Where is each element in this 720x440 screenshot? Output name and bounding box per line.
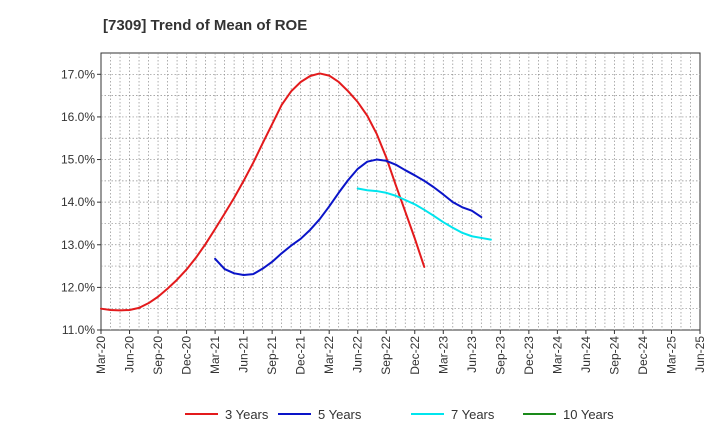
series-line-3-years [100, 72, 426, 312]
y-tick-label: 12.0% [61, 280, 95, 294]
x-tick-label: Mar-21 [208, 336, 222, 374]
x-tick-label: Mar-23 [436, 336, 450, 374]
x-tick-label: Jun-20 [123, 336, 137, 373]
x-tick-label: Dec-23 [522, 336, 536, 375]
x-tick-label: Sep-24 [607, 336, 621, 375]
series-line-5-years [214, 158, 483, 277]
legend-label: 10 Years [563, 407, 614, 422]
legend-label: 3 Years [225, 407, 269, 422]
legend-label: 5 Years [318, 407, 362, 422]
x-tick-label: Jun-25 [693, 336, 707, 373]
y-tick-label: 11.0% [62, 323, 95, 337]
x-tick-label: Dec-20 [180, 336, 194, 375]
x-tick-label: Jun-23 [465, 336, 479, 373]
x-tick-label: Sep-22 [379, 336, 393, 375]
series-lines [100, 72, 492, 312]
y-tick-label: 13.0% [61, 238, 95, 252]
legend-label: 7 Years [451, 407, 495, 422]
grid-lines [101, 53, 700, 330]
y-tick-label: 15.0% [61, 153, 95, 167]
y-tick-label: 17.0% [61, 67, 95, 81]
x-tick-label: Mar-24 [550, 336, 564, 374]
x-tick-label: Sep-20 [151, 336, 165, 375]
y-tick-label: 16.0% [61, 110, 95, 124]
x-tick-label: Mar-20 [94, 336, 108, 374]
x-tick-label: Sep-21 [265, 336, 279, 375]
x-tick-label: Mar-22 [322, 336, 336, 374]
x-tick-label: Dec-24 [636, 336, 650, 375]
plot-area [100, 52, 701, 331]
x-tick-label: Jun-21 [237, 336, 251, 373]
x-tick-label: Dec-21 [294, 336, 308, 375]
x-tick-label: Jun-24 [579, 336, 593, 373]
x-tick-label: Dec-22 [408, 336, 422, 375]
y-tick-label: 14.0% [61, 195, 95, 209]
chart-title: [7309] Trend of Mean of ROE [103, 17, 307, 34]
x-tick-label: Mar-25 [664, 336, 678, 374]
series-line-7-years [356, 187, 492, 241]
x-tick-label: Jun-22 [351, 336, 365, 373]
x-axis-ticks: Mar-20 Jun-20 Sep-20 Dec-20 Mar-21 Jun-21 Sep-… [94, 330, 707, 375]
legend: 3 Years 5 Years 7 Years 10 Years [185, 407, 614, 422]
y-axis-ticks: 11.0% 12.0% 13.0% 14.0% 15.0% 16.0% 17.0% [61, 67, 101, 337]
x-tick-label: Sep-23 [493, 336, 507, 375]
